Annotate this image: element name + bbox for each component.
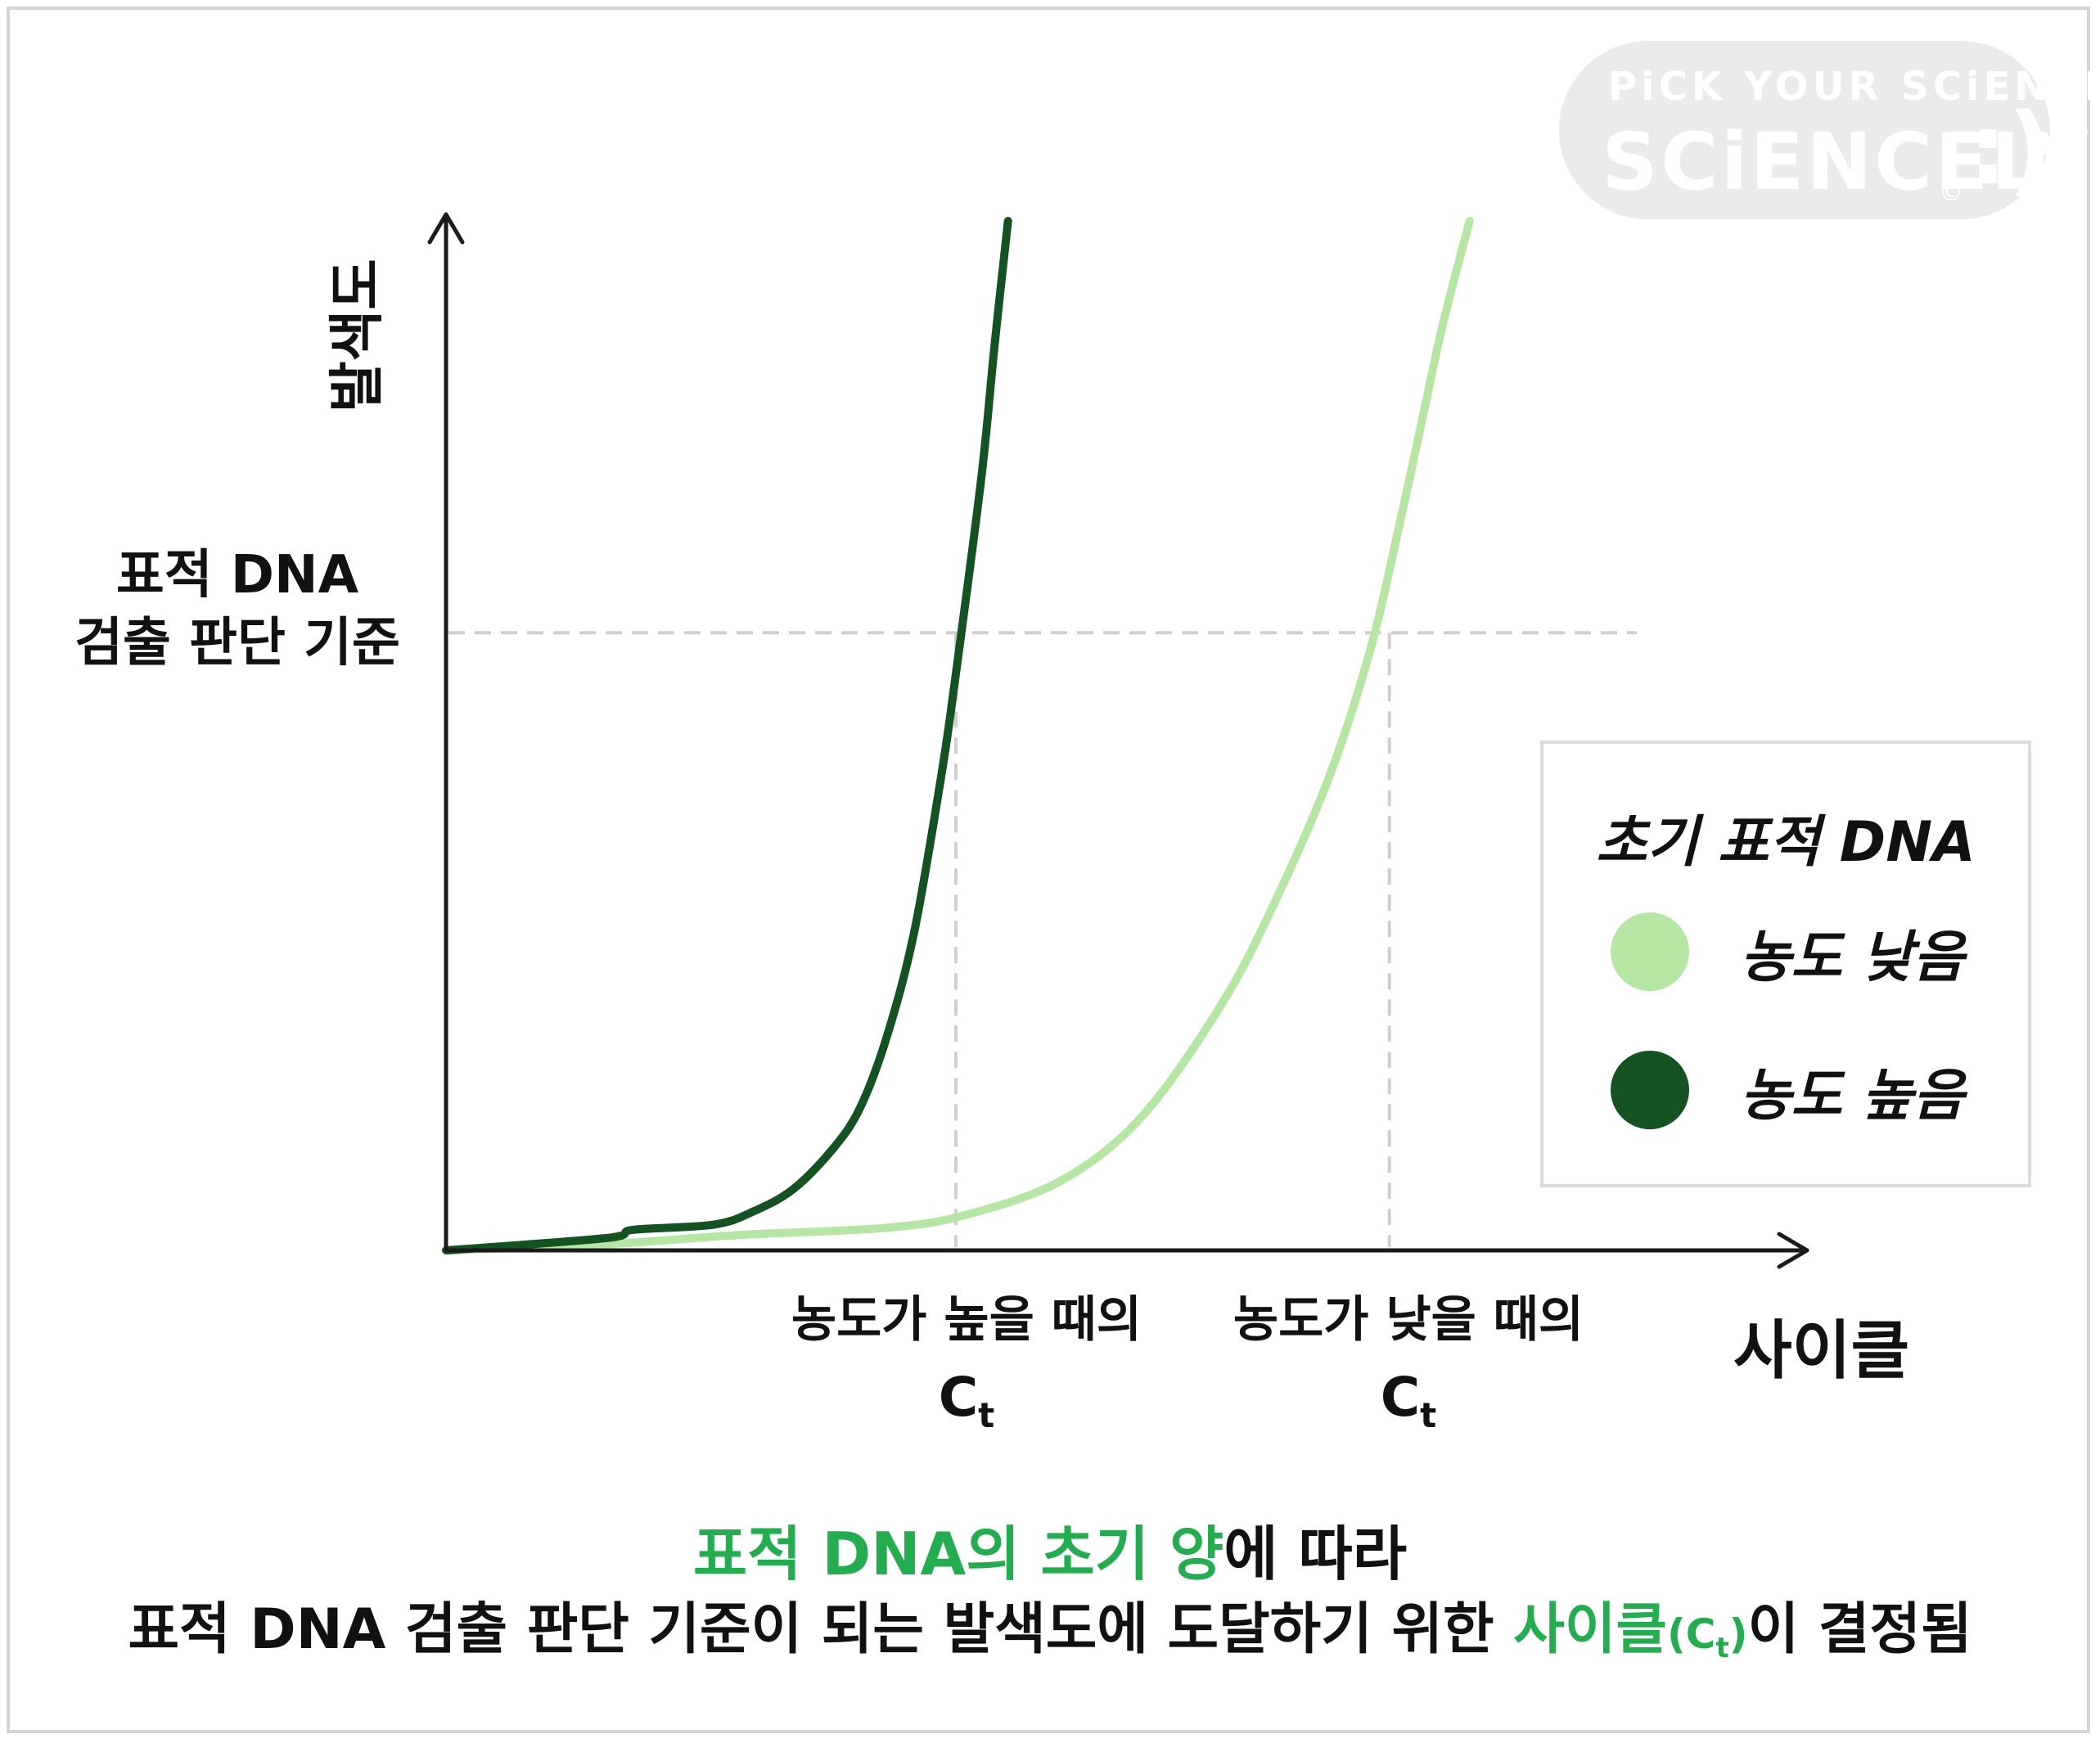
caption-line2-start: 표적 DNA 검출 판단 기준이 되는 발색도에 도달하기 위한 [128,1597,1514,1662]
logo-tagline: PiCK YOUR SCiENCE [1608,64,2100,110]
legend-swatch-low [1611,912,1689,991]
series-line-low [442,217,1474,1254]
threshold-label: 표적 DNA 검출 판단 기준 [61,542,413,678]
series-line-high [442,217,1012,1254]
legend-label-low: 농도 낮음 [1740,925,1964,990]
caption-line-1: 표적 DNA의 초기 양에 따라 [0,1506,2100,1592]
threshold-label-line2: 검출 판단 기준 [74,613,400,674]
caption-line2-highlight: 사이클(Ct) [1513,1597,1748,1664]
y-axis-arrow-icon [427,212,465,245]
x-axis-label: 사이클 [1733,1314,1910,1388]
ct-label-high: 농도가 높을 때의 Ct [770,1283,1163,1441]
logo-name: SCiENCELY [1602,116,2091,208]
legend-title: 초기 표적 DNA [1596,810,1976,875]
sciencely-logo: PiCK YOUR SCiENCE SCiENCELY :) © [1559,41,2100,219]
ct-marker-group [953,633,1391,1247]
legend-label-high: 농도 높음 [1740,1063,1964,1128]
series-group [442,217,1474,1254]
legend: 초기 표적 DNA 농도 낮음 농도 높음 [1540,741,2031,1187]
ct-label-low: 농도가 낮을 때의 Ct [1212,1283,1605,1441]
figure-frame [7,7,2090,1733]
ct-label-low-symbol: Ct [1380,1366,1437,1436]
caption-line2-end: 이 결정됨 [1747,1597,1972,1662]
legend-item-low: 농도 낮음 [1611,912,1964,991]
caption-line-2: 표적 DNA 검출 판단 기준이 되는 발색도에 도달하기 위한 사이클(Ct)… [0,1583,2100,1664]
caption-line1-highlight: 표적 DNA의 초기 양 [692,1520,1224,1588]
ct-label-high-symbol: Ct [938,1366,995,1436]
x-axis-arrow-icon [1777,1232,1809,1269]
legend-swatch-high [1611,1051,1689,1129]
legend-item-high: 농도 높음 [1611,1051,1964,1129]
ct-label-high-text: 농도가 높을 때의 [791,1291,1142,1349]
axes-group [427,212,1809,1269]
ct-label-low-text: 농도가 낮을 때의 [1233,1291,1584,1349]
logo-smile-icon: :) [1968,93,2053,207]
caption-line1-rest: 에 따라 [1223,1520,1408,1588]
y-axis-label: 발색도 [325,259,390,412]
threshold-label-line1: 표적 DNA [115,545,359,606]
logo-copyright: © [1939,178,1963,207]
